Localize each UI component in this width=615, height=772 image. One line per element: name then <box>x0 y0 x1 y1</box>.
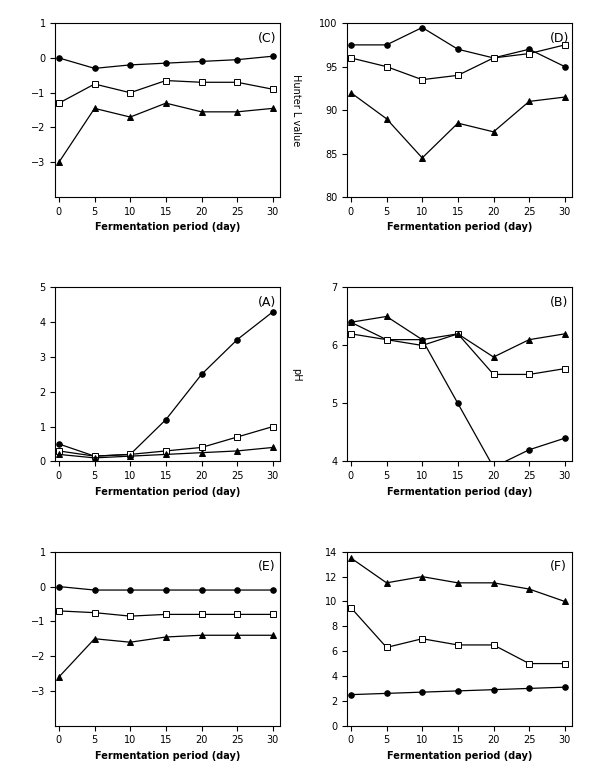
Text: (C): (C) <box>258 32 276 45</box>
X-axis label: Fermentation period (day): Fermentation period (day) <box>95 486 240 496</box>
X-axis label: Fermentation period (day): Fermentation period (day) <box>95 751 240 761</box>
Text: (D): (D) <box>549 32 569 45</box>
X-axis label: Fermentation period (day): Fermentation period (day) <box>387 751 533 761</box>
Text: (A): (A) <box>258 296 276 309</box>
X-axis label: Fermentation period (day): Fermentation period (day) <box>387 222 533 232</box>
Text: (B): (B) <box>549 296 568 309</box>
X-axis label: Fermentation period (day): Fermentation period (day) <box>387 486 533 496</box>
Y-axis label: Hunter L value: Hunter L value <box>291 74 301 146</box>
Text: (E): (E) <box>258 560 275 574</box>
X-axis label: Fermentation period (day): Fermentation period (day) <box>95 222 240 232</box>
Y-axis label: pH: pH <box>291 367 301 381</box>
Text: (F): (F) <box>549 560 566 574</box>
